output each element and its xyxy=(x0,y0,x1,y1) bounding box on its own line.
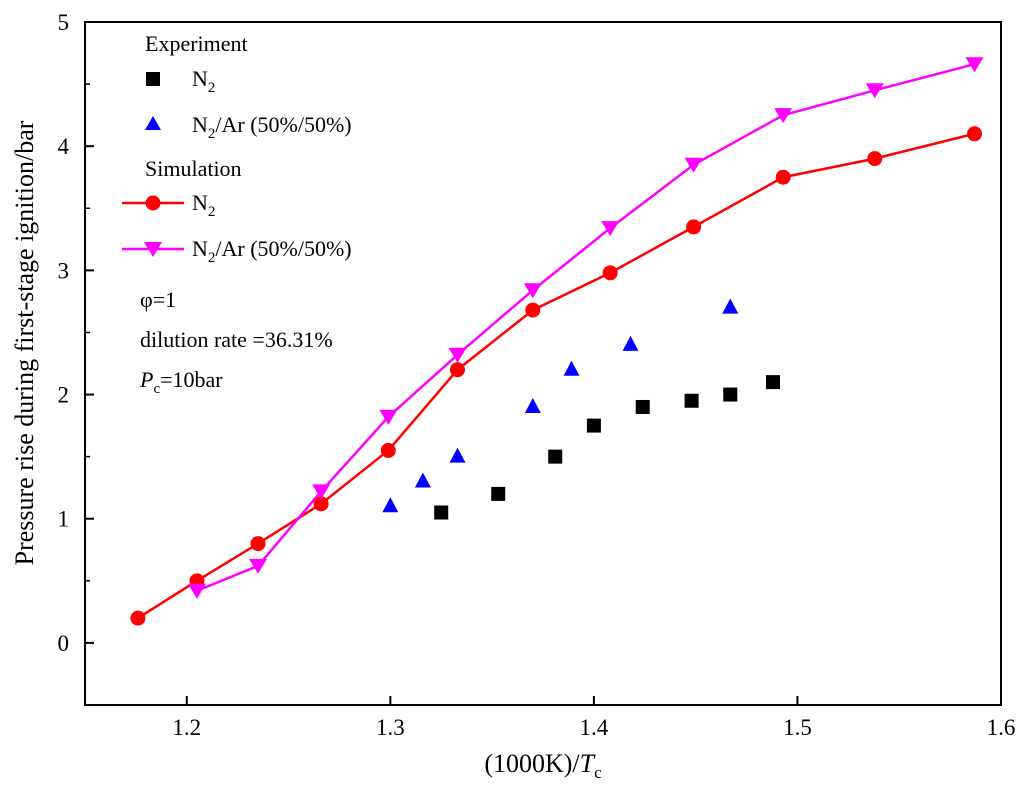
y-axis-title: Pressure rise during first-stage ignitio… xyxy=(10,120,39,565)
data-point-s2-8 xyxy=(686,219,702,235)
data-point-s0-7 xyxy=(766,375,781,390)
data-point-s1-4 xyxy=(563,360,580,376)
series-layer xyxy=(130,57,984,626)
data-point-s1-1 xyxy=(414,472,431,488)
y-tick-label: 0 xyxy=(58,631,70,656)
data-point-s2-4 xyxy=(380,442,396,458)
legend: Experiment N2 N2/Ar (50%/50%) Simulation… xyxy=(122,31,352,266)
data-point-s3-5 xyxy=(523,283,542,299)
data-point-s0-1 xyxy=(491,486,506,501)
y-tick-label: 5 xyxy=(58,10,70,35)
data-point-s0-2 xyxy=(548,449,563,464)
data-point-s2-0 xyxy=(130,610,146,626)
data-point-s1-6 xyxy=(722,298,739,314)
x-axis-title: (1000K)/Tc xyxy=(484,749,602,782)
legend-label-sim-n2: N2 xyxy=(192,190,215,220)
x-tick-label: 1.4 xyxy=(580,715,609,740)
legend-marker-exp-mix xyxy=(145,116,161,130)
data-point-s1-5 xyxy=(622,335,639,351)
data-point-s3-0 xyxy=(187,583,206,599)
legend-experiment-header: Experiment xyxy=(145,31,248,56)
data-point-s3-6 xyxy=(601,221,620,237)
data-point-s3-7 xyxy=(684,157,703,173)
data-point-s1-0 xyxy=(382,497,399,513)
data-point-s3-8 xyxy=(774,108,793,124)
data-point-s0-0 xyxy=(434,505,449,520)
y-tick-label: 1 xyxy=(58,507,70,532)
x-tick-label: 1.6 xyxy=(987,715,1016,740)
legend-label-exp-mix: N2/Ar (50%/50%) xyxy=(192,112,352,142)
legend-marker-sim-n2 xyxy=(145,195,161,211)
data-point-s2-9 xyxy=(775,169,791,185)
data-point-s2-3 xyxy=(313,496,329,512)
data-point-s2-7 xyxy=(602,265,618,281)
data-point-s2-6 xyxy=(525,302,541,318)
data-point-s1-2 xyxy=(449,447,466,463)
data-point-s2-11 xyxy=(967,126,983,142)
series-line-2 xyxy=(137,132,975,620)
x-tick-label: 1.2 xyxy=(172,715,201,740)
data-point-s3-9 xyxy=(865,83,884,99)
legend-label-exp-n2: N2 xyxy=(192,66,215,96)
data-point-s3-2 xyxy=(312,484,331,500)
data-point-s0-5 xyxy=(684,393,699,408)
tick-layer: 1.2 1.3 1.4 1.5 1.6 0 1 2 3 4 5 xyxy=(58,10,1016,740)
data-point-s2-5 xyxy=(450,362,466,378)
annotation-pressure: Pc=10bar xyxy=(139,367,223,397)
data-point-s0-3 xyxy=(586,418,601,433)
plot-frame xyxy=(84,21,1002,706)
legend-marker-exp-n2 xyxy=(146,72,160,86)
legend-simulation-header: Simulation xyxy=(145,156,242,181)
legend-marker-sim-mix xyxy=(144,242,162,257)
data-point-s3-3 xyxy=(379,409,398,425)
x-tick-label: 1.3 xyxy=(376,715,405,740)
x-tick-label: 1.5 xyxy=(783,715,812,740)
annotation-dilution: dilution rate =36.31% xyxy=(140,327,333,352)
annotation-phi: φ=1 xyxy=(140,287,176,312)
data-point-s3-1 xyxy=(249,558,268,574)
y-tick-label: 2 xyxy=(58,383,70,408)
data-point-s3-10 xyxy=(965,57,984,73)
y-tick-label: 3 xyxy=(58,258,70,283)
data-point-s3-4 xyxy=(448,347,467,363)
data-point-s0-6 xyxy=(723,387,738,402)
data-point-s2-10 xyxy=(867,151,883,167)
data-point-s1-3 xyxy=(524,397,541,413)
y-tick-label: 4 xyxy=(58,134,70,159)
data-point-s0-4 xyxy=(635,399,650,414)
legend-label-sim-mix: N2/Ar (50%/50%) xyxy=(192,236,352,266)
data-point-s2-2 xyxy=(250,536,266,552)
